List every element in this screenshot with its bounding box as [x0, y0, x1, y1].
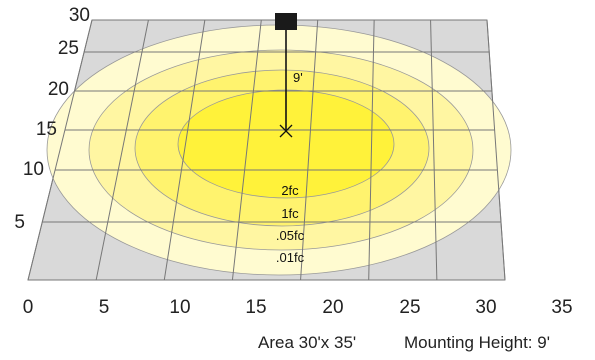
x-tick-label: 0 [23, 297, 34, 318]
grid-line-vertical [163, 19, 206, 281]
x-tick-label: 10 [169, 297, 190, 318]
grid-line-vertical [95, 19, 149, 281]
contour-label-1fc: 1fc [281, 206, 299, 221]
grid-line-vertical [27, 19, 93, 281]
grid-line-vertical [300, 19, 319, 281]
grid-line-vertical [231, 19, 262, 281]
y-tick-label: 5 [14, 212, 25, 233]
caption-area: Area 30'x 35' [258, 333, 356, 352]
x-tick-label: 30 [475, 297, 496, 318]
grid-line-vertical [430, 19, 438, 281]
y-tick-label: 15 [36, 119, 57, 140]
center-cross-icon [279, 124, 293, 138]
y-tick-label: 30 [69, 5, 90, 26]
contour-label-2fc: 2fc [281, 183, 299, 198]
x-tick-label: 35 [551, 297, 572, 318]
contour-label-01fc: .01fc [276, 250, 305, 265]
x-tick-label: 5 [99, 297, 110, 318]
y-tick-label: 25 [58, 38, 79, 59]
x-tick-label: 15 [245, 297, 266, 318]
caption-mounting-height: Mounting Height: 9' [404, 333, 550, 352]
mounting-height-label: 9' [293, 70, 303, 85]
fixture-square-icon [275, 13, 297, 30]
x-tick-label: 25 [399, 297, 420, 318]
grid-line-vertical [486, 19, 506, 281]
y-tick-label: 20 [48, 79, 69, 100]
contour-label-05fc: .05fc [276, 228, 305, 243]
x-tick-label: 20 [322, 297, 343, 318]
y-tick-label: 10 [23, 159, 44, 180]
grid-line-vertical [368, 19, 375, 281]
